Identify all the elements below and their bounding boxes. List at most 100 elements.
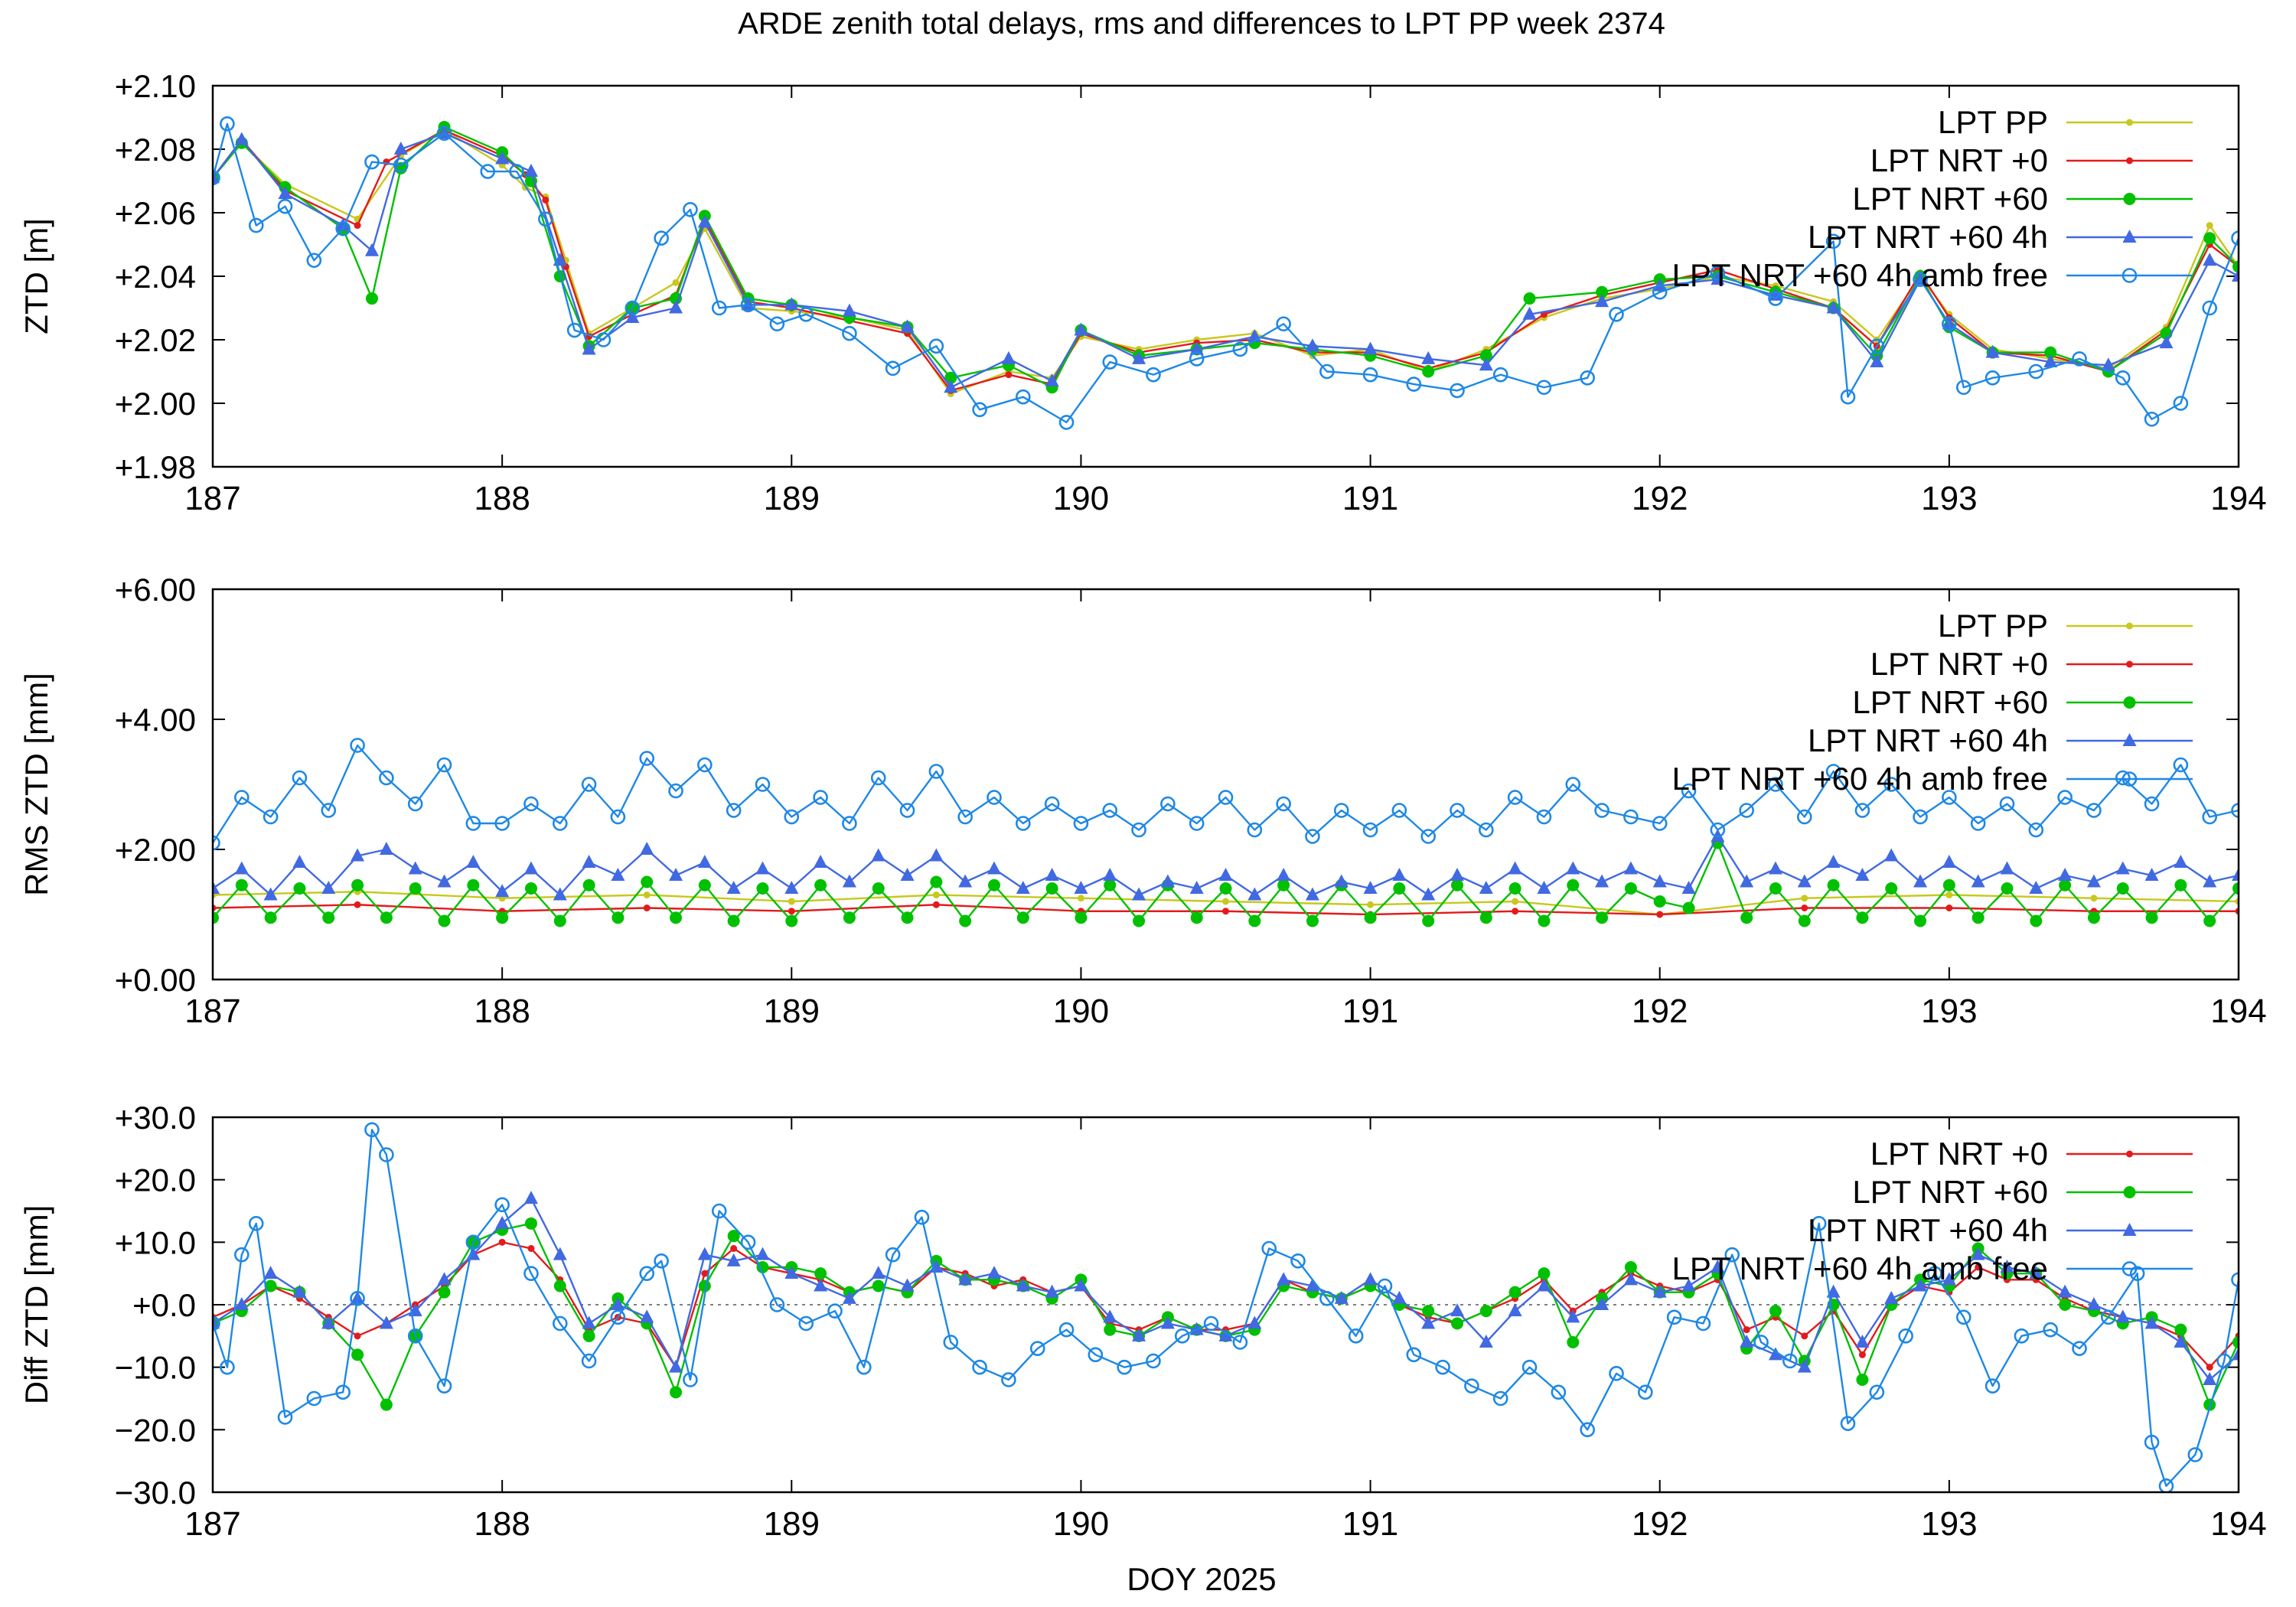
data-point [814, 855, 828, 868]
data-point [2116, 882, 2129, 895]
data-point [1840, 1416, 1856, 1431]
data-point [2231, 803, 2239, 818]
legend-marker [2122, 1223, 2137, 1236]
data-point [901, 911, 914, 924]
data-point [959, 914, 972, 927]
data-point [2087, 911, 2100, 924]
data-point [523, 796, 539, 812]
y-tick-label: +2.10 [115, 68, 196, 104]
data-point [437, 1272, 452, 1286]
data-point [2232, 1336, 2239, 1348]
legend-label: LPT NRT +60 4h [1808, 722, 2048, 758]
data-point [1566, 1309, 1580, 1323]
data-point [1218, 868, 1233, 881]
data-point [1261, 1240, 1277, 1257]
data-point [639, 1266, 655, 1281]
data-point [641, 875, 654, 888]
data-point [1855, 868, 1870, 881]
data-point [1045, 882, 1058, 895]
data-point [466, 855, 481, 868]
data-point [784, 297, 799, 311]
data-point [1392, 1290, 1407, 1304]
x-tick-label: 193 [1921, 1505, 1977, 1543]
data-point [755, 861, 770, 875]
data-point [2144, 1315, 2159, 1329]
data-point [1451, 1317, 1464, 1330]
data-point [2174, 1335, 2188, 1348]
data-point [1826, 855, 1841, 868]
series-lpt_nrt60_4h_amb [213, 1122, 2239, 1492]
data-point [2101, 1309, 2116, 1325]
data-point [2028, 822, 2044, 838]
data-point [467, 878, 480, 892]
data-point [553, 914, 566, 927]
series-lpt_nrt60 [213, 836, 2239, 927]
data-point [1160, 1315, 1175, 1329]
data-point [1769, 1305, 1782, 1318]
x-tick-label: 192 [1632, 993, 1688, 1030]
data-point [670, 911, 683, 924]
data-point [1305, 1278, 1319, 1292]
data-point [1596, 285, 1609, 298]
data-point [1869, 1384, 1885, 1400]
data-point [2115, 861, 2130, 875]
data-point [495, 151, 510, 165]
data-point [436, 757, 452, 773]
data-point [1740, 911, 1753, 924]
data-point [1652, 1284, 1667, 1298]
data-point [1277, 1272, 1291, 1286]
data-point [827, 1303, 843, 1319]
data-point [1367, 901, 1375, 908]
data-point [1538, 1267, 1551, 1280]
y-tick-label: −30.0 [115, 1475, 196, 1511]
data-point [928, 764, 944, 779]
data-point [987, 790, 1002, 805]
data-point [1422, 365, 1435, 378]
data-point [1971, 911, 1985, 924]
data-point [1537, 881, 1551, 894]
data-point [756, 882, 769, 895]
data-point [1854, 803, 1870, 818]
data-point [1277, 878, 1290, 892]
data-point [930, 875, 943, 888]
y-tick-label: +0.0 [132, 1287, 196, 1323]
data-point [2174, 855, 2188, 868]
data-point [755, 777, 771, 792]
y-tick-label: +30.0 [115, 1100, 196, 1136]
data-point [1422, 1305, 1435, 1318]
series-lpt_nrt60_4h [213, 125, 2239, 393]
data-point [1420, 829, 1436, 844]
data-point [756, 1261, 769, 1273]
data-point [1942, 316, 1957, 332]
data-point [842, 325, 857, 341]
data-point [1768, 1347, 1782, 1361]
data-point [2232, 1347, 2239, 1361]
data-point [1711, 272, 1725, 285]
data-point [1985, 370, 2001, 386]
data-point [1189, 881, 1204, 894]
data-point [1743, 1326, 1750, 1334]
data-point [2232, 260, 2239, 273]
data-point [958, 1272, 973, 1286]
x-tick-label: 189 [764, 480, 820, 517]
data-point [523, 861, 538, 875]
data-point [643, 905, 651, 911]
data-point [1391, 803, 1407, 818]
data-point [1422, 914, 1435, 927]
data-point [914, 1209, 930, 1225]
data-point [2101, 357, 2115, 371]
data-point [595, 332, 612, 347]
data-point [437, 874, 452, 888]
data-point [1077, 895, 1084, 902]
data-point [380, 1398, 393, 1411]
y-tick-label: +10.0 [115, 1224, 196, 1260]
x-tick-label: 192 [1632, 480, 1688, 517]
data-point [220, 1359, 235, 1375]
data-point [393, 142, 408, 155]
x-tick-label: 188 [474, 480, 530, 517]
legend-marker [2126, 157, 2133, 165]
data-point [523, 164, 538, 178]
y-axis-label: RMS ZTD [mm] [18, 673, 54, 896]
